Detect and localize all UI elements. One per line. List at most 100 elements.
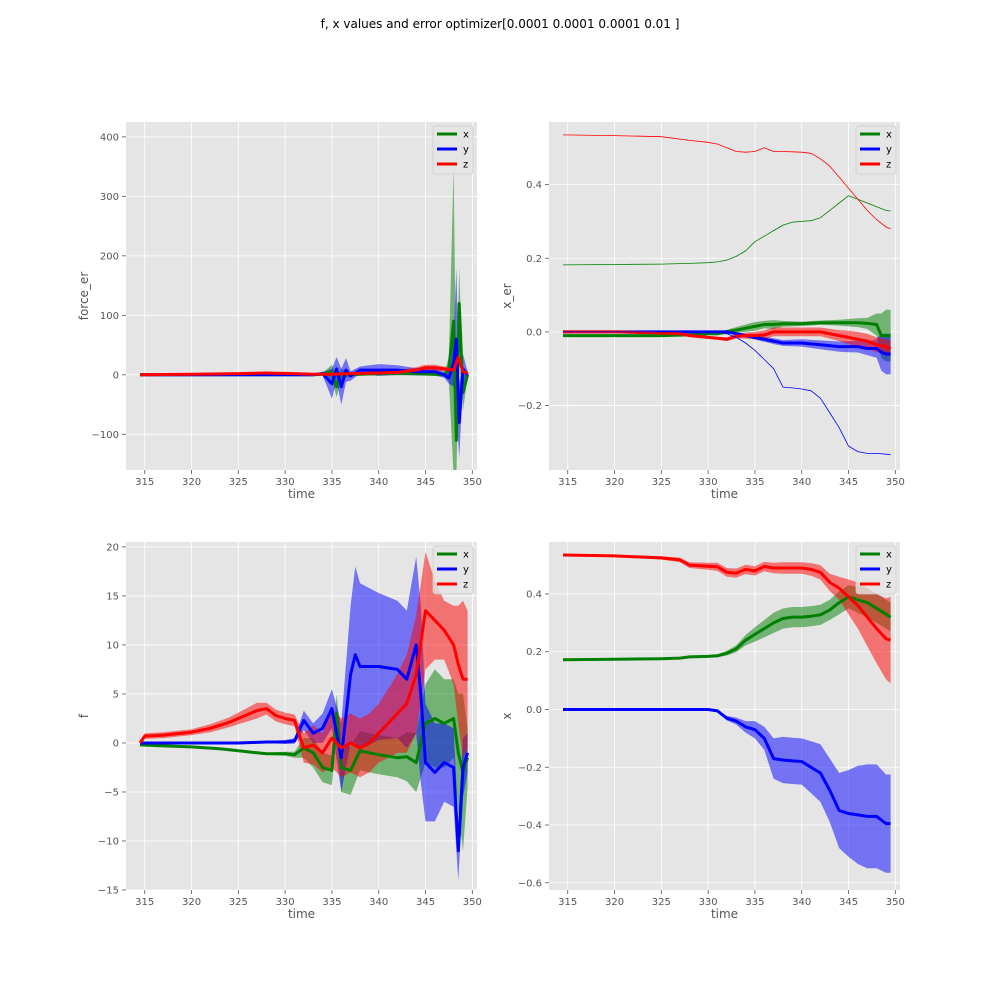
y-tick-label: −0.2 (518, 401, 542, 412)
x-tick-label: 345 (839, 897, 858, 908)
series-band-y-1 (563, 709, 891, 873)
x-tick-label: 345 (839, 477, 858, 488)
legend: xyz (432, 545, 474, 595)
series-line-z-2 (563, 330, 892, 350)
y-tick-label: 0.4 (526, 180, 542, 191)
y-tick-label: −0.2 (518, 763, 542, 774)
y-tick-label: −15 (98, 886, 119, 897)
x-tick-label: 340 (369, 897, 388, 908)
series-line-trace-4 (563, 331, 891, 455)
series-group (139, 166, 470, 470)
y-axis-label: force_er (77, 272, 91, 321)
x-tick-label: 345 (416, 897, 435, 908)
y-tick-label: −10 (98, 836, 119, 847)
series-line-x-0 (563, 321, 891, 338)
subplot-x-er: 315 320 325 330 335 340 345 350 −0.2 0.0 0.2 0.4 tim… (500, 122, 905, 501)
x-tick-label: 330 (276, 477, 295, 488)
x-tick-label: 330 (699, 897, 718, 908)
series-group (562, 134, 892, 455)
legend-label-x: x (886, 550, 892, 561)
series-line-x-0 (139, 712, 470, 774)
x-tick-label: 325 (229, 897, 248, 908)
x-tick-label: 325 (652, 477, 671, 488)
x-tick-label: 350 (886, 897, 905, 908)
series-band-z-2 (140, 551, 468, 778)
series-band-x-0 (140, 669, 468, 851)
x-tick-label: 315 (135, 477, 154, 488)
x-tick-label: 340 (369, 477, 388, 488)
legend-label-y: y (463, 565, 469, 576)
series-line-z-2 (562, 553, 892, 642)
y-tick-label: −100 (92, 430, 119, 441)
legend-label-x: x (463, 550, 469, 561)
subplot-f: 315 320 325 330 335 340 345 350 −15 −10 −5 0 5 10 15 20… (77, 542, 482, 921)
legend-label-y: y (886, 565, 892, 576)
x-tick-label: 330 (699, 477, 718, 488)
y-tick-label: 300 (100, 192, 119, 203)
y-tick-label: 5 (113, 689, 119, 700)
x-tick-label: 345 (416, 477, 435, 488)
y-tick-label: 100 (100, 311, 119, 322)
legend-label-z: z (886, 580, 891, 591)
series-band-z-2 (563, 327, 891, 356)
x-tick-label: 325 (652, 897, 671, 908)
y-tick-label: 400 (100, 132, 119, 143)
x-tick-label: 320 (182, 477, 201, 488)
y-tick-label: 10 (106, 640, 119, 651)
legend-label-y: y (463, 145, 469, 156)
series-line-y-1 (563, 708, 891, 826)
x-tick-label: 315 (558, 897, 577, 908)
x-tick-label: 335 (745, 897, 764, 908)
legend-label-y: y (886, 145, 892, 156)
y-tick-label: 0.0 (526, 705, 542, 716)
series-line-z-2 (138, 609, 468, 755)
y-tick-label: 20 (106, 542, 119, 553)
series-line-x-0 (562, 595, 892, 662)
subplot-force-er: 315 320 325 330 335 340 345 350 −100 0 100 200 300 40… (77, 122, 482, 501)
x-axis-label: time (711, 907, 738, 921)
y-tick-label: 0 (113, 738, 119, 749)
y-axis-label: x_er (500, 283, 514, 308)
legend: xyz (432, 125, 474, 175)
series-line-y-1 (140, 643, 470, 853)
x-tick-label: 330 (276, 897, 295, 908)
x-tick-label: 320 (182, 897, 201, 908)
y-tick-label: 0.0 (526, 327, 542, 338)
x-axis-label: time (288, 907, 315, 921)
legend-label-z: z (463, 580, 468, 591)
legend: xyz (855, 545, 897, 595)
y-axis-label: x (500, 712, 514, 719)
x-tick-label: 320 (605, 477, 624, 488)
axes-background (549, 122, 900, 470)
legend-label-x: x (463, 130, 469, 141)
series-group (138, 551, 470, 881)
series-line-z-2 (139, 355, 468, 377)
series-band-y-1 (140, 556, 468, 881)
axes-background (126, 122, 477, 470)
y-axis-label: f (77, 713, 91, 718)
y-tick-label: 15 (106, 591, 119, 602)
legend-label-z: z (886, 160, 891, 171)
x-tick-label: 335 (322, 897, 341, 908)
series-line-trace-5 (562, 134, 891, 230)
y-tick-label: 0.4 (526, 589, 542, 600)
figure-title: f, x values and error optimizer[0.0001 0… (320, 17, 680, 31)
x-tick-label: 315 (135, 897, 154, 908)
x-tick-label: 350 (886, 477, 905, 488)
y-tick-label: 0.2 (526, 254, 542, 265)
legend-label-z: z (463, 160, 468, 171)
x-tick-label: 335 (322, 477, 341, 488)
y-tick-label: −0.6 (518, 878, 542, 889)
subplot-x: 315 320 325 330 335 340 345 350 −0.6 −0.4 −0.2 0.0 0… (500, 542, 905, 921)
y-tick-label: 0 (113, 370, 119, 381)
x-axis-label: time (288, 487, 315, 501)
y-tick-label: 200 (100, 251, 119, 262)
x-tick-label: 325 (229, 477, 248, 488)
x-axis-label: time (711, 487, 738, 501)
x-tick-label: 340 (792, 477, 811, 488)
y-tick-label: −5 (104, 787, 119, 798)
x-tick-label: 335 (745, 477, 764, 488)
x-tick-label: 350 (463, 477, 482, 488)
